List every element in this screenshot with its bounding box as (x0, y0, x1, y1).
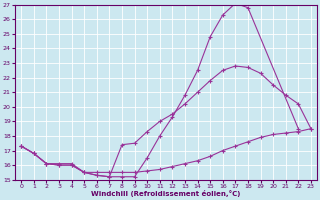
X-axis label: Windchill (Refroidissement éolien,°C): Windchill (Refroidissement éolien,°C) (92, 190, 241, 197)
